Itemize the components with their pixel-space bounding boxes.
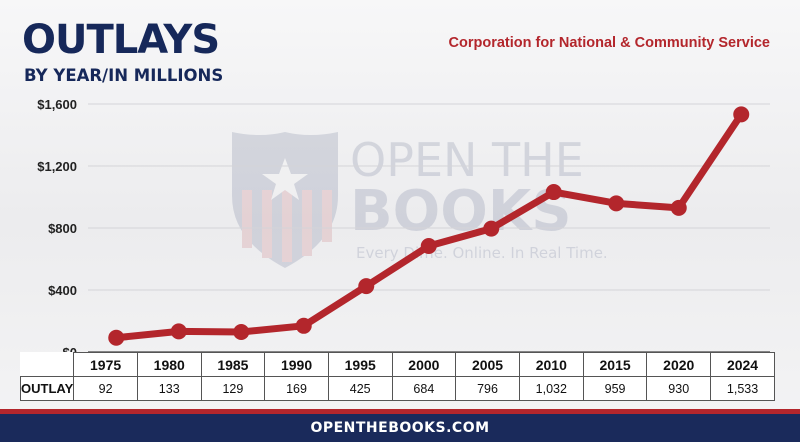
x-tick-label: 1980 — [136, 352, 202, 377]
data-point-2015 — [608, 195, 625, 212]
data-point-2010 — [545, 184, 562, 201]
chart-subtitle: BY YEAR/IN MILLIONS — [24, 66, 224, 85]
data-label: 425 — [327, 376, 393, 401]
data-point-1975 — [108, 329, 125, 346]
outlay-row: OUTLAY 92 133 129 169 425 684 796 1,032 959 930 1,… — [19, 376, 775, 401]
data-point-1995 — [358, 278, 375, 295]
data-point-2020 — [670, 199, 687, 216]
x-tick-label: 2005 — [455, 352, 520, 377]
footer-banner: OPENTHEBOOKS.COM — [0, 409, 800, 442]
data-label: 1,032 — [518, 376, 584, 401]
x-tick-label: 1975 — [73, 352, 138, 377]
watermark-line1: OPEN THE — [350, 133, 584, 187]
data-label: 169 — [264, 376, 329, 401]
data-point-2005 — [483, 220, 500, 237]
x-tick-label: 2020 — [646, 352, 712, 377]
y-axis: $0$400$800$1,200$1,600 — [37, 97, 77, 360]
data-label: 1,533 — [710, 376, 775, 401]
data-label: 959 — [582, 376, 648, 401]
row-label: OUTLAY — [19, 376, 75, 401]
footer-site: OPENTHEBOOKS.COM — [310, 420, 490, 436]
agency-name: Corporation for National & Community Ser… — [448, 35, 770, 51]
data-label: 796 — [455, 376, 520, 401]
x-tick-label: 1985 — [200, 352, 266, 377]
data-point-2024 — [733, 106, 750, 123]
chart-title: OUTLAYS — [22, 17, 220, 63]
watermark-line2: BOOKS — [350, 179, 572, 244]
x-tick-label: 2010 — [518, 352, 584, 377]
data-label: 133 — [136, 376, 202, 401]
data-point-2000 — [420, 237, 437, 254]
series-outlay — [108, 106, 750, 346]
data-label: 930 — [646, 376, 712, 401]
watermark-tagline: Every Dime. Online. In Real Time. — [356, 244, 608, 262]
y-tick-label: $1,200 — [37, 159, 77, 174]
data-label: 684 — [391, 376, 457, 401]
x-tick-label: 2024 — [710, 352, 775, 377]
x-tick-label: 1995 — [327, 352, 393, 377]
data-point-1980 — [170, 323, 187, 340]
data-point-1990 — [295, 317, 312, 334]
table-corner — [20, 352, 75, 377]
data-label: 129 — [200, 376, 266, 401]
y-tick-label: $400 — [48, 283, 77, 298]
x-tick-label: 1990 — [264, 352, 329, 377]
shield-logo-icon — [232, 132, 338, 268]
year-row: 1975 1980 1985 1990 1995 2000 2005 2010 2015 2020… — [20, 352, 775, 377]
x-tick-label: 2000 — [391, 352, 457, 377]
data-point-1985 — [233, 324, 250, 341]
y-tick-label: $800 — [48, 221, 77, 236]
data-table: 1975 1980 1985 1990 1995 2000 2005 2010 2015 2020… — [19, 352, 775, 401]
y-tick-label: $1,600 — [37, 97, 77, 112]
x-tick-label: 2015 — [582, 352, 648, 377]
data-label: 92 — [73, 376, 138, 401]
